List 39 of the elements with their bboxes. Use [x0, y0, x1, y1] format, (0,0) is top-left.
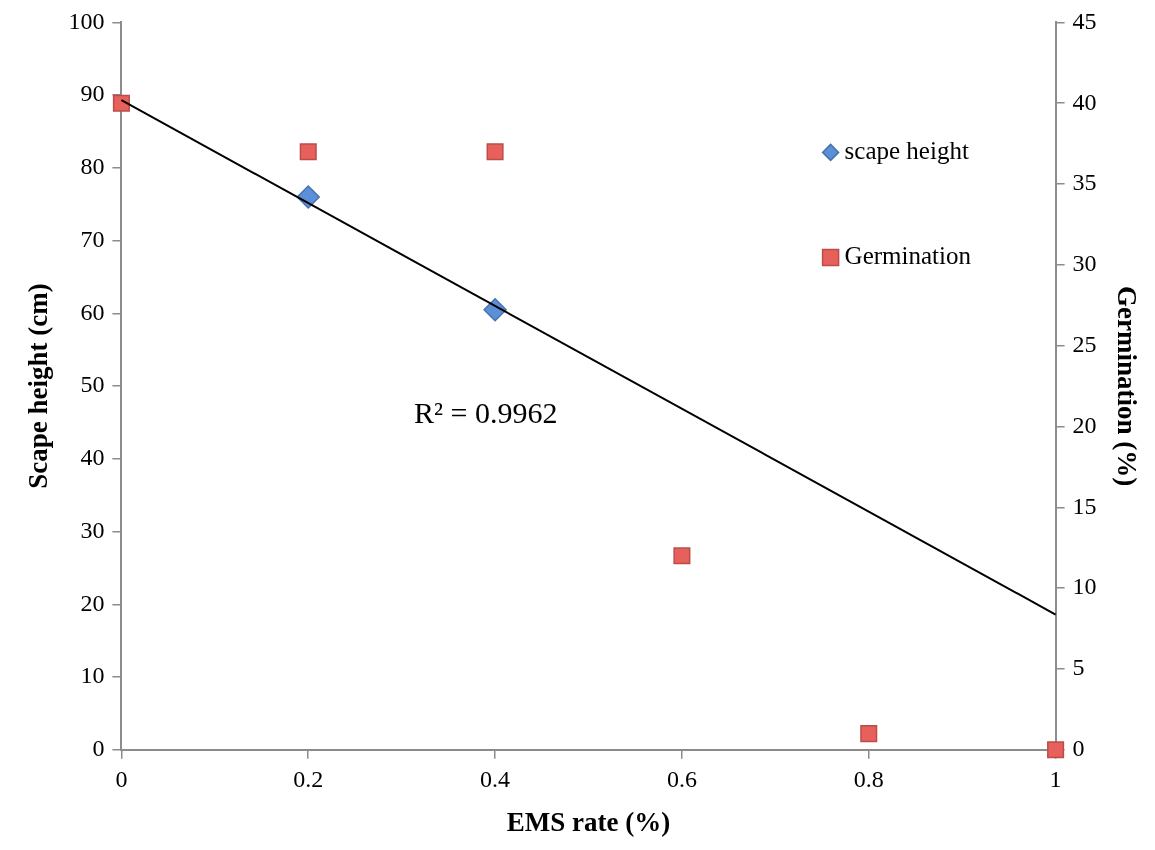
y-tick-label: 90: [80, 80, 105, 107]
point: [112, 94, 130, 112]
y-tick-label: 100: [68, 7, 105, 34]
y-tick-label: 0: [92, 735, 105, 762]
y2-tick-label: 30: [1072, 250, 1097, 277]
annotation: R² = 0.9962: [414, 396, 558, 430]
point: [673, 547, 691, 565]
y2-tick-label: 35: [1072, 169, 1097, 196]
y2-tick-label: 20: [1072, 411, 1097, 438]
point: [486, 143, 504, 161]
y2-tick-label: 25: [1072, 330, 1097, 357]
x-tick-label: 0.2: [293, 766, 324, 793]
x-tick-label: 0.6: [666, 766, 697, 793]
point: [299, 143, 317, 161]
y2-tick-label: 40: [1072, 88, 1097, 115]
y-tick-label: 10: [80, 662, 105, 689]
y-axis-title: Scape height (cm): [23, 283, 54, 489]
y2-tick-label: 5: [1072, 654, 1085, 681]
x-axis-title: EMS rate (%): [506, 806, 671, 837]
y-tick-label: 20: [80, 589, 105, 616]
y2-tick-label: 45: [1072, 7, 1097, 34]
y-tick-label: 70: [80, 225, 105, 252]
x-tick-label: 0.4: [480, 766, 511, 793]
x-tick-label: 0.8: [853, 766, 884, 793]
legend-label: scape height: [844, 136, 969, 164]
point: [860, 725, 878, 743]
y2-tick-label: 0: [1072, 735, 1085, 762]
y2-axis-title: Germination (%): [1111, 285, 1142, 487]
y-tick-label: 30: [80, 516, 105, 543]
y-tick-label: 60: [80, 298, 105, 325]
point: [1047, 741, 1065, 759]
x-tick-label: 1: [1049, 766, 1062, 793]
y-tick-label: 40: [80, 444, 105, 471]
x-tick-label: 0: [115, 766, 128, 793]
y-tick-label: 50: [80, 371, 105, 398]
y2-tick-label: 10: [1072, 573, 1097, 600]
y2-tick-label: 15: [1072, 492, 1097, 519]
legend-label: Germination: [844, 241, 972, 269]
y-tick-label: 80: [80, 153, 105, 180]
